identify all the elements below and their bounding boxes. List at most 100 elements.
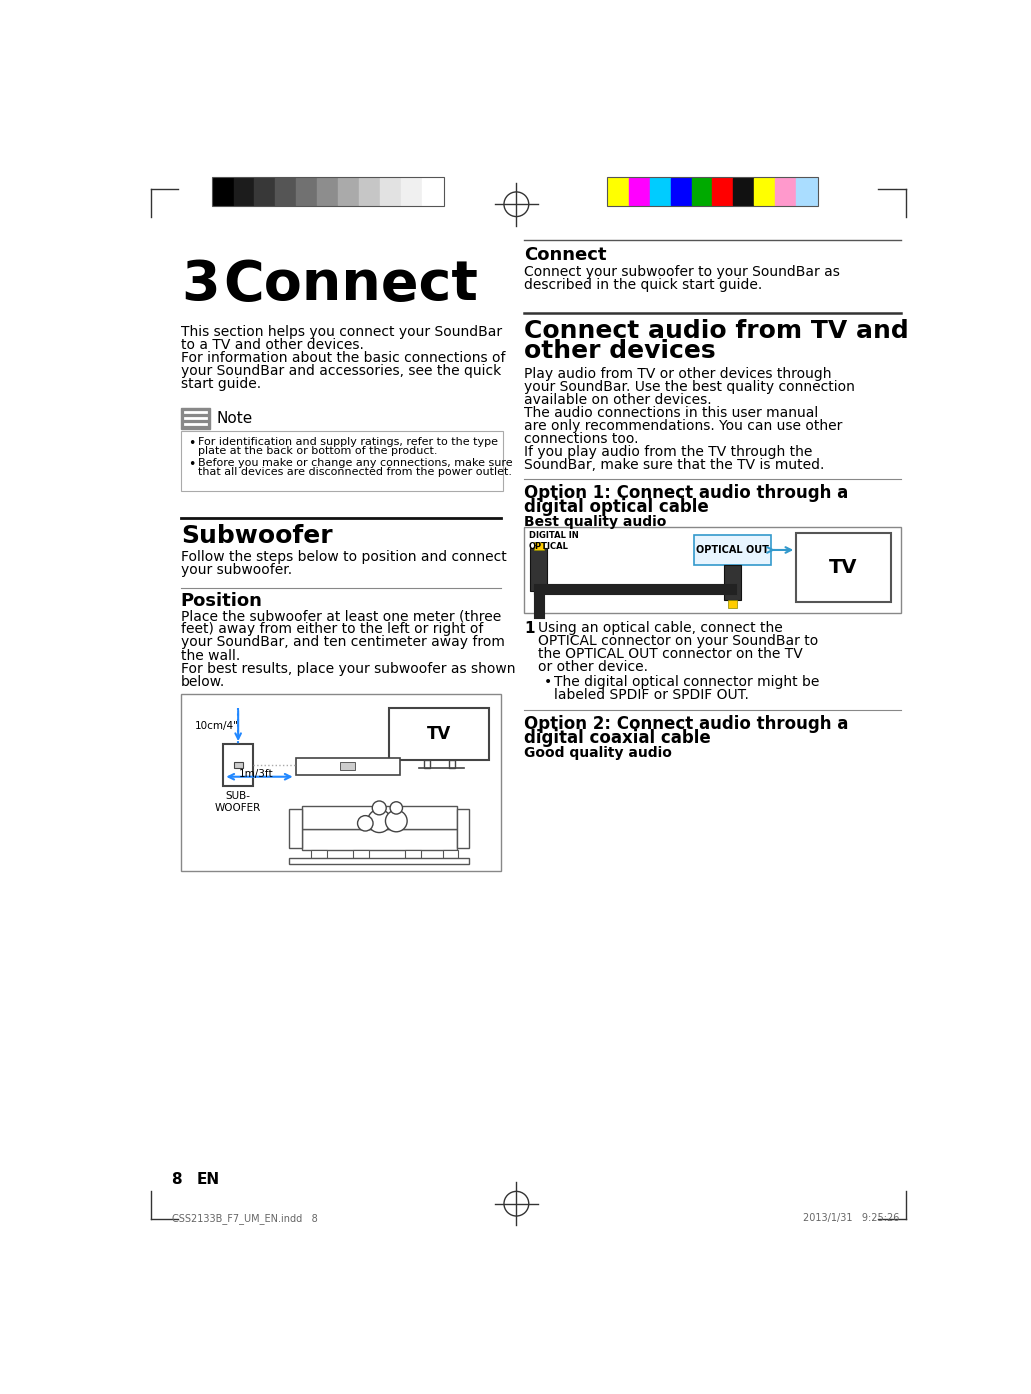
Bar bbox=[422, 178, 442, 205]
Text: For information about the basic connections of: For information about the basic connecti… bbox=[180, 351, 505, 365]
Text: Place the subwoofer at least one meter (three: Place the subwoofer at least one meter (… bbox=[180, 609, 501, 623]
Bar bbox=[405, 850, 421, 857]
Text: Connect: Connect bbox=[524, 245, 606, 263]
Text: feet) away from either to the left or right of: feet) away from either to the left or ri… bbox=[180, 622, 484, 636]
Text: Note: Note bbox=[217, 411, 253, 425]
Text: OPTICAL connector on your SoundBar to: OPTICAL connector on your SoundBar to bbox=[538, 634, 819, 648]
Bar bbox=[424, 760, 430, 768]
Text: your SoundBar, and ten centimeter away from: your SoundBar, and ten centimeter away f… bbox=[180, 636, 505, 650]
Bar bbox=[290, 857, 469, 864]
Bar bbox=[180, 694, 501, 871]
Bar bbox=[338, 178, 359, 205]
Bar bbox=[211, 177, 443, 206]
Text: Follow the steps below to position and connect: Follow the steps below to position and c… bbox=[180, 551, 506, 565]
Text: your subwoofer.: your subwoofer. bbox=[180, 563, 292, 577]
Text: available on other devices.: available on other devices. bbox=[524, 393, 711, 407]
Bar bbox=[302, 806, 457, 828]
Bar bbox=[724, 566, 741, 599]
Circle shape bbox=[358, 815, 373, 831]
Text: The audio connections in this user manual: The audio connections in this user manua… bbox=[524, 406, 819, 420]
Bar bbox=[608, 178, 629, 205]
Circle shape bbox=[368, 810, 391, 832]
Text: This section helps you connect your SoundBar: This section helps you connect your Soun… bbox=[180, 325, 502, 339]
Bar bbox=[354, 850, 369, 857]
Text: plate at the back or bottom of the product.: plate at the back or bottom of the produ… bbox=[198, 446, 437, 456]
Bar bbox=[670, 178, 692, 205]
Bar bbox=[180, 407, 210, 429]
Text: Connect audio from TV and: Connect audio from TV and bbox=[524, 319, 909, 343]
Text: your SoundBar. Use the best quality connection: your SoundBar. Use the best quality conn… bbox=[524, 379, 855, 393]
Bar bbox=[534, 542, 543, 551]
Bar bbox=[380, 178, 401, 205]
Circle shape bbox=[390, 802, 402, 814]
Text: Connect: Connect bbox=[224, 258, 478, 312]
Text: other devices: other devices bbox=[524, 339, 716, 362]
Text: Before you make or change any connections, make sure: Before you make or change any connection… bbox=[198, 457, 512, 467]
Text: 8: 8 bbox=[171, 1172, 182, 1188]
Text: that all devices are disconnected from the power outlet.: that all devices are disconnected from t… bbox=[198, 467, 511, 477]
Bar bbox=[318, 178, 338, 205]
Bar bbox=[233, 178, 255, 205]
Bar bbox=[359, 178, 380, 205]
Text: Using an optical cable, connect the: Using an optical cable, connect the bbox=[538, 620, 783, 634]
Text: OPTICAL OUT: OPTICAL OUT bbox=[696, 545, 769, 555]
Text: SUB-
WOOFER: SUB- WOOFER bbox=[215, 790, 261, 813]
Text: For identification and supply ratings, refer to the type: For identification and supply ratings, r… bbox=[198, 436, 498, 447]
Text: •: • bbox=[544, 675, 553, 689]
Text: If you play audio from the TV through the: If you play audio from the TV through th… bbox=[524, 445, 812, 459]
Bar bbox=[442, 850, 459, 857]
Text: below.: below. bbox=[180, 675, 225, 689]
Text: connections too.: connections too. bbox=[524, 432, 638, 446]
Bar bbox=[224, 744, 253, 786]
Bar bbox=[524, 527, 901, 613]
Bar bbox=[796, 533, 891, 602]
Bar bbox=[650, 178, 670, 205]
Text: 2013/1/31   9:25:26: 2013/1/31 9:25:26 bbox=[803, 1213, 899, 1223]
Bar bbox=[796, 178, 818, 205]
Text: •: • bbox=[189, 436, 196, 450]
Bar bbox=[180, 431, 503, 491]
Bar bbox=[733, 178, 755, 205]
Bar bbox=[629, 178, 650, 205]
Bar bbox=[775, 178, 796, 205]
Text: TV: TV bbox=[829, 558, 858, 577]
Bar bbox=[233, 761, 242, 768]
Text: the wall.: the wall. bbox=[180, 648, 240, 662]
Text: The digital optical connector might be: The digital optical connector might be bbox=[554, 675, 819, 689]
Text: EN: EN bbox=[197, 1172, 221, 1188]
Bar bbox=[694, 534, 771, 566]
Text: Option 1: Connect audio through a: Option 1: Connect audio through a bbox=[524, 484, 849, 502]
Text: TV: TV bbox=[427, 725, 451, 743]
Text: 1: 1 bbox=[524, 620, 535, 636]
Text: For best results, place your subwoofer as shown: For best results, place your subwoofer a… bbox=[180, 662, 516, 676]
Text: Option 2: Connect audio through a: Option 2: Connect audio through a bbox=[524, 715, 849, 733]
Text: 10cm/4": 10cm/4" bbox=[195, 721, 238, 732]
Bar bbox=[255, 178, 275, 205]
Bar bbox=[311, 850, 327, 857]
Bar bbox=[728, 599, 737, 608]
Text: 3: 3 bbox=[180, 258, 220, 312]
Text: are only recommendations. You can use other: are only recommendations. You can use ot… bbox=[524, 420, 842, 434]
Text: CSS2133B_F7_UM_EN.indd   8: CSS2133B_F7_UM_EN.indd 8 bbox=[171, 1213, 318, 1224]
Text: digital coaxial cable: digital coaxial cable bbox=[524, 729, 711, 747]
Text: digital optical cable: digital optical cable bbox=[524, 498, 709, 516]
Text: labeled SPDIF or SPDIF OUT.: labeled SPDIF or SPDIF OUT. bbox=[554, 687, 749, 701]
Bar bbox=[296, 178, 318, 205]
Bar bbox=[212, 178, 233, 205]
Text: or other device.: or other device. bbox=[538, 661, 648, 675]
Text: 1m/3ft: 1m/3ft bbox=[239, 768, 273, 779]
Text: described in the quick start guide.: described in the quick start guide. bbox=[524, 279, 762, 293]
Bar bbox=[755, 178, 775, 205]
Bar bbox=[339, 763, 355, 771]
Bar bbox=[401, 178, 422, 205]
Bar bbox=[275, 178, 296, 205]
Bar bbox=[457, 810, 469, 848]
Text: to a TV and other devices.: to a TV and other devices. bbox=[180, 339, 364, 353]
Text: SoundBar, make sure that the TV is muted.: SoundBar, make sure that the TV is muted… bbox=[524, 459, 825, 473]
Text: DIGITAL IN
OPTICAL: DIGITAL IN OPTICAL bbox=[529, 531, 578, 551]
Text: •: • bbox=[189, 457, 196, 471]
Bar bbox=[692, 178, 712, 205]
Text: start guide.: start guide. bbox=[180, 378, 261, 392]
Bar bbox=[607, 177, 818, 206]
Circle shape bbox=[372, 802, 387, 815]
